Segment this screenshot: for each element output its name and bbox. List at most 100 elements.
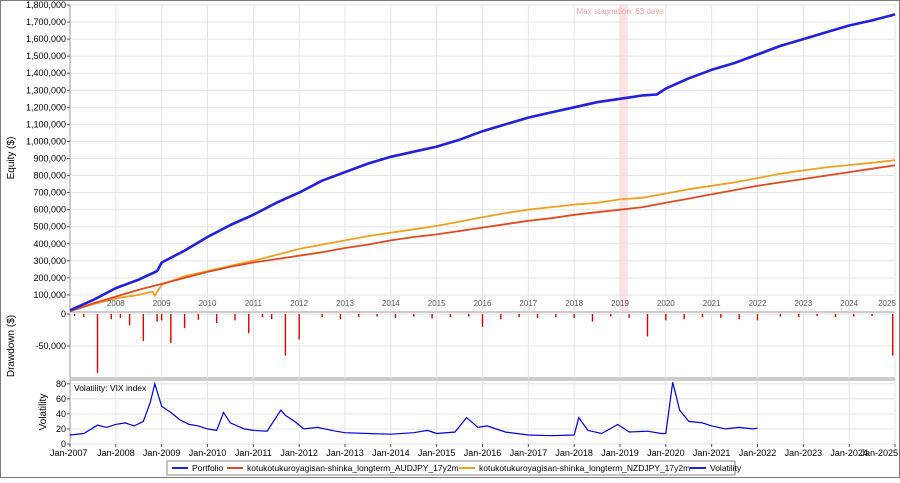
equity-y-tick-label: 1,300,000 — [26, 85, 66, 95]
equity-year-label: 2016 — [474, 299, 492, 308]
x-tick-label: Jan-2007 — [50, 448, 88, 458]
drawdown-bar — [481, 314, 484, 327]
volatility-y-tick-label: 80 — [56, 379, 66, 389]
equity-year-labels: 2008 2009 2010 2011 2012 2013 2014 2015 2016 2017… — [107, 299, 897, 308]
stagnation-label: Max stagnation: 63 days — [577, 7, 664, 16]
x-tick-label: Jan-2025 — [860, 448, 898, 458]
equity-y-tick-label: 1,000,000 — [26, 136, 66, 146]
x-tick-label: Jan-2024 — [830, 448, 868, 458]
legend-label: Portfolio — [192, 463, 223, 473]
drawdown-bar — [160, 314, 163, 321]
equity-year-label: 2019 — [611, 299, 629, 308]
equity-y-tick-label: 1,700,000 — [26, 17, 66, 27]
equity-y-tick-label: 1,600,000 — [26, 34, 66, 44]
drawdown-bar — [183, 314, 186, 329]
x-tick-label: Jan-2023 — [785, 448, 823, 458]
volatility-y-label: Volatility — [38, 394, 49, 431]
equity-y-tick-label: 1,400,000 — [26, 68, 66, 78]
equity-year-label: 2013 — [336, 299, 354, 308]
drawdown-bar — [798, 314, 800, 318]
drawdown-bar — [701, 314, 704, 318]
x-tick-label: Jan-2019 — [601, 448, 639, 458]
drawdown-y-tick-label: 0 — [61, 309, 66, 319]
legend: Portfolio kotukotukuroyagisan-shinka_long… — [166, 460, 742, 476]
equity-year-label: 2008 — [107, 299, 125, 308]
legend-label: kotukotukuroyagisan-shinka_longterm_NZDJ… — [479, 463, 690, 473]
drawdown-bar — [142, 314, 145, 341]
drawdown-bar — [156, 314, 158, 322]
drawdown-bar — [500, 314, 502, 320]
drawdown-bar — [73, 314, 76, 316]
drawdown-bar — [449, 314, 452, 318]
drawdown-bar — [83, 314, 85, 318]
drawdown-bar — [756, 314, 759, 321]
equity-year-label: 2025 — [878, 299, 896, 308]
x-tick-label: Jan-2020 — [647, 448, 685, 458]
legend-label: kotukotukuroyagisan-shinka_longterm_AUDJ… — [247, 463, 459, 473]
drawdown-y-label: Drawdown ($) — [6, 315, 17, 377]
drawdown-bar — [779, 314, 782, 317]
drawdown-bar — [555, 314, 557, 318]
drawdown-bar — [683, 314, 685, 320]
volatility-grid — [70, 380, 896, 445]
drawdown-bar — [665, 314, 667, 321]
equity-year-label: 2023 — [794, 299, 812, 308]
equity-year-label: 2012 — [290, 299, 308, 308]
equity-y-tick-label: 1,800,000 — [26, 0, 66, 10]
drawdown-panel: 0 -50,000 Drawdown ($) — [6, 309, 896, 379]
x-tick-label: Jan-2015 — [418, 448, 456, 458]
drawdown-bar — [197, 314, 200, 320]
drawdown-bar — [720, 314, 722, 318]
drawdown-bar — [591, 314, 594, 322]
drawdown-bar — [96, 314, 99, 373]
volatility-series-label: Volatility: VIX index — [74, 383, 147, 393]
drawdown-bar — [170, 314, 172, 343]
equity-year-label: 2015 — [428, 299, 446, 308]
drawdown-bar — [339, 314, 342, 320]
drawdown-bar — [394, 314, 397, 318]
equity-y-tick-label: 300,000 — [33, 256, 66, 266]
x-tick-label: Jan-2011 — [235, 448, 272, 458]
stagnation-band — [620, 5, 628, 312]
equity-year-label: 2022 — [749, 299, 767, 308]
equity-y-tick-label: 600,000 — [33, 205, 66, 215]
equity-panel: Max stagnation: 63 days 100,000 200,000 30… — [6, 0, 897, 313]
equity-year-label: 2018 — [565, 299, 583, 308]
x-tick-label: Jan-2021 — [693, 448, 731, 458]
x-tick-label: Jan-2014 — [372, 448, 410, 458]
equity-y-label: Equity ($) — [6, 137, 17, 180]
equity-y-tick-label: 500,000 — [33, 222, 66, 232]
drawdown-bar — [110, 314, 112, 320]
x-tick-label: Jan-2018 — [555, 448, 593, 458]
drawdown-bar — [119, 314, 122, 318]
volatility-y-tick-label: 0 — [61, 439, 66, 449]
drawdown-bar — [518, 314, 520, 318]
x-axis-ticks: Jan-2007 Jan-2008 Jan-2009 Jan-2010 Jan-2011… — [50, 444, 898, 458]
x-tick-label: Jan-2017 — [510, 448, 548, 458]
x-tick-label: Jan-2016 — [464, 448, 502, 458]
drawdown-bar — [853, 314, 855, 317]
equity-y-tick-label: 1,200,000 — [26, 102, 66, 112]
equity-year-label: 2020 — [657, 299, 675, 308]
drawdown-bar — [215, 314, 218, 323]
drawdown-bar — [646, 314, 649, 337]
volatility-y-tick-label: 20 — [56, 424, 66, 434]
drawdown-bar — [628, 314, 630, 318]
volatility-y-ticks: 0 20 40 60 80 — [56, 379, 70, 449]
drawdown-bar — [248, 314, 250, 334]
equity-year-label: 2021 — [703, 299, 721, 308]
series-line-audjpy — [69, 164, 896, 312]
equity-y-tick-label: 1,100,000 — [26, 119, 66, 129]
equity-y-tick-label: 100,000 — [33, 290, 66, 300]
drawdown-bar — [321, 314, 323, 318]
x-tick-label: Jan-2009 — [143, 448, 181, 458]
equity-y-tick-label: 1,500,000 — [26, 51, 66, 61]
legend-label: Volatility — [710, 463, 742, 473]
volatility-series — [69, 381, 758, 437]
drawdown-bar — [270, 314, 273, 320]
drawdown-y-tick-label: -50,000 — [35, 341, 66, 351]
equity-year-label: 2024 — [840, 299, 858, 308]
equity-series — [69, 13, 896, 312]
drawdown-bar — [431, 314, 433, 319]
